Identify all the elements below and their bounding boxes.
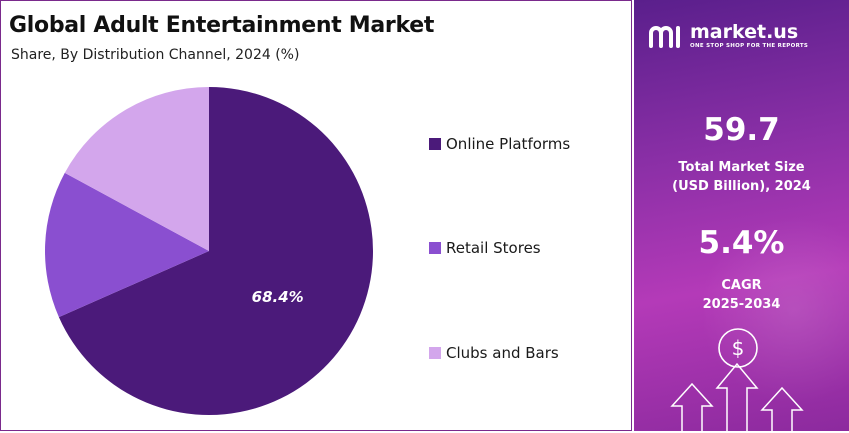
market-size-label: Total Market Size (USD Billion), 2024 [634,158,849,196]
legend-swatch [429,347,441,359]
chart-title: Global Adult Entertainment Market [9,13,435,38]
market-size-value: 59.7 [703,112,780,148]
cagr-label-line1: CAGR [721,278,762,293]
cagr-value: 5.4% [698,225,785,261]
pie-chart: 68.4% [44,87,373,415]
pie-slice-clubs-and-bars [64,87,209,251]
market-size-label-line2: (USD Billion), 2024 [672,179,811,194]
brand-logo: market.us ONE STOP SHOP FOR THE REPORTS [648,22,808,50]
chart-subtitle: Share, By Distribution Channel, 2024 (%) [11,47,300,63]
background-glow [704,210,849,410]
legend-item-online-platforms: Online Platforms [429,134,570,154]
dollar-symbol: $ [732,336,745,360]
chart-panel: Global Adult Entertainment Market Share,… [0,0,632,431]
legend-label: Clubs and Bars [446,344,559,362]
pie-slice-retail-stores [44,172,209,318]
arrow-up-icon [670,362,804,431]
cagr-label-line2: 2025-2034 [702,297,781,312]
summary-panel: market.us ONE STOP SHOP FOR THE REPORTS … [634,0,849,431]
legend-label: Online Platforms [446,135,571,153]
brand-tagline: ONE STOP SHOP FOR THE REPORTS [690,43,809,49]
legend-item-clubs-and-bars: Clubs and Bars [429,343,559,363]
pie-slice-online-platforms [58,87,373,415]
legend-label: Retail Stores [446,239,541,257]
brand-name: market.us [690,21,799,43]
legend-item-retail-stores: Retail Stores [429,238,541,258]
legend-swatch [429,138,441,150]
dollar-icon: $ [718,328,758,368]
cagr-label: CAGR 2025-2034 [634,276,849,314]
growth-illustration: $ [670,328,804,431]
logo-icon [649,26,680,48]
market-size-label-line1: Total Market Size [678,160,805,175]
legend-swatch [429,242,441,254]
data-label: 68.4% [252,288,304,306]
